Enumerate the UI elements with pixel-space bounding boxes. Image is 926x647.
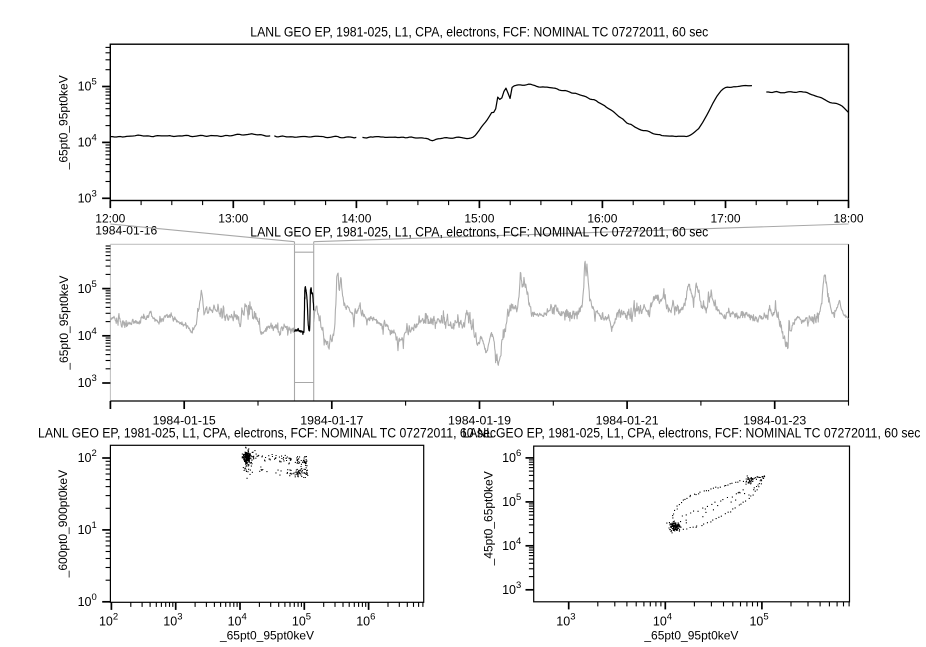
svg-text:_65pt0_95pt0keV: _65pt0_95pt0keV xyxy=(56,75,70,170)
svg-text:15:00: 15:00 xyxy=(464,211,494,225)
svg-text:LANL GEO EP, 1981-025, L1, CPA: LANL GEO EP, 1981-025, L1, CPA, electron… xyxy=(462,426,920,441)
svg-text:1984-01-23: 1984-01-23 xyxy=(743,414,806,428)
svg-text:1984-01-17: 1984-01-17 xyxy=(300,414,363,428)
svg-text:_65pt0_95pt0keV: _65pt0_95pt0keV xyxy=(57,276,71,371)
svg-text:_65pt0_95pt0keV: _65pt0_95pt0keV xyxy=(643,628,738,642)
svg-text:LANL GEO EP, 1981-025, L1, CPA: LANL GEO EP, 1981-025, L1, CPA, electron… xyxy=(250,24,708,39)
svg-text:16:00: 16:00 xyxy=(587,211,617,225)
svg-text:1984-01-15: 1984-01-15 xyxy=(153,414,216,428)
svg-text:1984-01-21: 1984-01-21 xyxy=(596,414,659,428)
svg-text:LANL GEO EP, 1981-025, L1, CPA: LANL GEO EP, 1981-025, L1, CPA, electron… xyxy=(38,426,496,441)
svg-text:_600pt0_900pt0keV: _600pt0_900pt0keV xyxy=(56,470,70,578)
svg-text:13:00: 13:00 xyxy=(218,211,248,225)
svg-text:1984-01-19: 1984-01-19 xyxy=(448,414,511,428)
svg-text:LANL GEO EP, 1981-025, L1, CPA: LANL GEO EP, 1981-025, L1, CPA, electron… xyxy=(250,225,708,240)
svg-text:12:00: 12:00 xyxy=(95,211,125,225)
svg-text:17:00: 17:00 xyxy=(710,211,740,225)
svg-text:14:00: 14:00 xyxy=(341,211,371,225)
svg-text:18:00: 18:00 xyxy=(833,211,863,225)
svg-text:_45pt0_65pt0keV: _45pt0_65pt0keV xyxy=(481,471,495,566)
svg-text:_65pt0_95pt0keV: _65pt0_95pt0keV xyxy=(219,628,314,642)
